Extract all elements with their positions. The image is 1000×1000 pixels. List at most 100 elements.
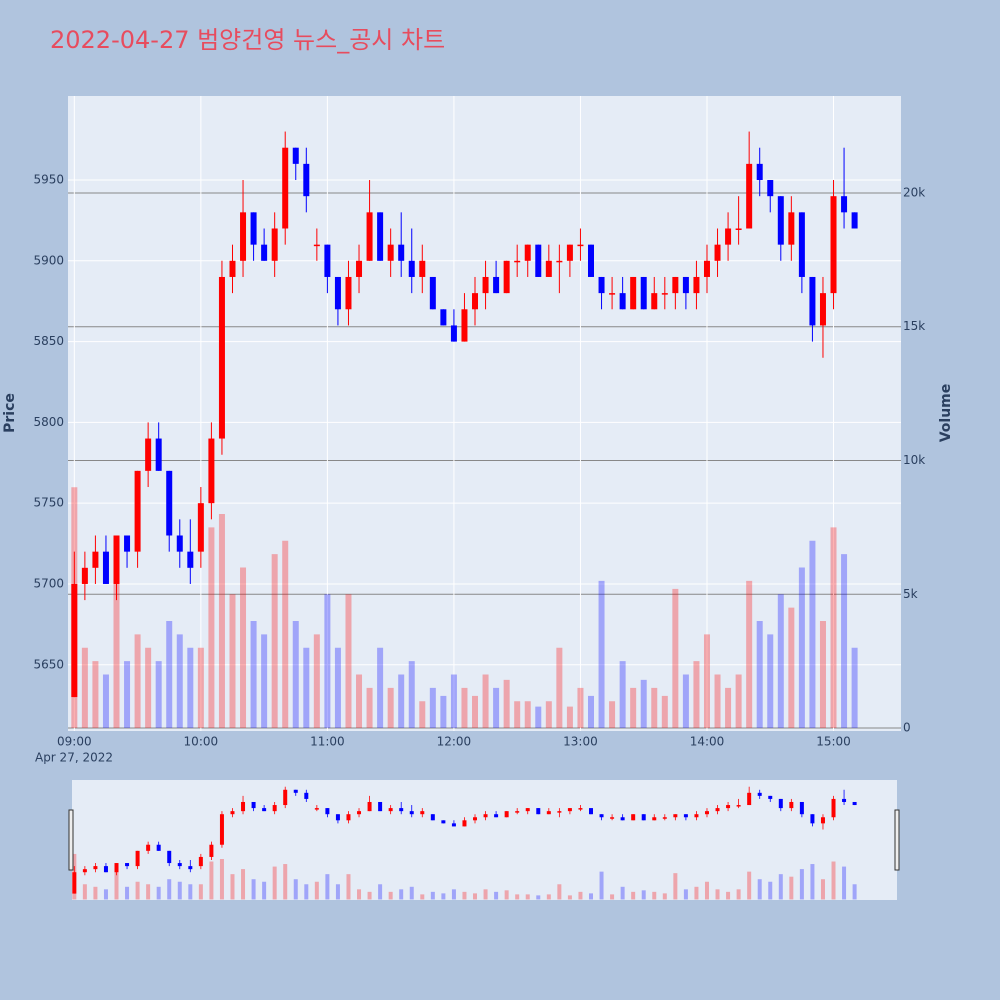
slider-volume-bar <box>610 894 615 900</box>
slider-candle-body <box>283 789 288 806</box>
slider-candle-body <box>114 863 119 873</box>
candle-body <box>682 276 689 294</box>
slider-volume-bar <box>842 866 847 900</box>
slider-volume-bar <box>156 886 161 900</box>
slider-volume-bar <box>378 884 383 900</box>
slider-volume-bar <box>357 889 362 900</box>
slider-candle-body <box>694 814 699 818</box>
slider-candle-body <box>683 814 688 818</box>
slider-volume-bar <box>114 871 119 900</box>
slider-volume-bar <box>673 873 678 900</box>
candle-body <box>324 244 331 277</box>
slider-candle-body <box>135 850 140 867</box>
slider-candle-body <box>599 814 604 818</box>
slider-volume-bar <box>683 889 688 900</box>
slider-candle-body <box>72 872 77 894</box>
slider-volume-bar <box>831 861 836 900</box>
slider-candle-body <box>515 811 520 813</box>
slider-candle-body <box>209 844 214 857</box>
slider-volume-bar <box>209 861 214 900</box>
volume-bar <box>271 554 278 729</box>
candle-body <box>166 470 173 536</box>
slider-candle-body <box>388 808 393 812</box>
volume-bar <box>503 679 510 729</box>
candle-body <box>493 276 500 294</box>
slider-volume-bar <box>219 858 224 900</box>
slider-candle-body <box>335 814 340 821</box>
slider-volume-bar <box>536 895 541 900</box>
x-tick-label: 12:00 <box>437 735 472 749</box>
volume-bar <box>345 594 352 729</box>
chart-title: 2022-04-27 범양건영 뉴스_공시 차트 <box>50 26 445 54</box>
slider-volume-bar <box>726 891 731 900</box>
slider-volume-bar <box>515 894 520 900</box>
candle-body <box>124 535 131 552</box>
slider-volume-bar <box>314 881 319 900</box>
range-slider[interactable] <box>72 780 897 900</box>
volume-bar <box>841 554 848 729</box>
slider-volume-bar <box>241 869 246 900</box>
candle-body <box>482 276 489 294</box>
slider-volume-bar <box>283 864 288 900</box>
candle-body <box>735 228 742 230</box>
volume-bar <box>798 567 805 729</box>
x-date-label: Apr 27, 2022 <box>35 751 113 765</box>
slider-handle[interactable] <box>894 809 900 871</box>
volume-bar <box>725 687 732 729</box>
volume-bar <box>767 634 774 729</box>
candle-body <box>387 244 394 261</box>
y2-tick-label: 0 <box>903 721 911 735</box>
volume-bar <box>735 674 742 729</box>
candle-body <box>788 212 795 245</box>
candle-body <box>841 196 848 213</box>
y-axis-title: Price <box>2 393 18 433</box>
candle-body <box>282 147 289 229</box>
volume-bar <box>197 647 204 729</box>
candle-body <box>440 309 447 326</box>
slider-candle-body <box>557 811 562 813</box>
candle-body <box>345 276 352 310</box>
slider-candle-body <box>768 795 773 799</box>
volume-bar <box>672 588 679 729</box>
volume-bar <box>176 634 183 729</box>
volume-bar <box>630 687 637 729</box>
y-tick-label: 5850 <box>33 334 64 348</box>
slider-candle-body <box>378 801 383 812</box>
slider-volume-bar <box>473 893 478 900</box>
volume-bar <box>313 634 320 729</box>
volume-bar <box>609 701 616 729</box>
volume-bar <box>208 527 215 729</box>
volume-bar <box>145 647 152 729</box>
candle-body <box>545 260 552 277</box>
slider-candle-body <box>631 814 636 821</box>
candle-body <box>334 276 341 310</box>
slider-volume-bar <box>852 884 857 900</box>
slider-candle-body <box>230 811 235 815</box>
volume-bar <box>577 687 584 729</box>
slider-candle-body <box>198 856 203 867</box>
slider-candle-body <box>747 792 752 806</box>
slider-candle-body <box>156 844 161 851</box>
candle-body <box>408 260 415 277</box>
volume-bar <box>472 695 479 729</box>
slider-candle-body <box>852 801 857 806</box>
slider-volume-bar <box>799 869 804 900</box>
candle-body <box>609 293 616 295</box>
candle-body <box>703 260 710 277</box>
volume-bar <box>830 527 837 729</box>
volume-bar <box>640 679 647 729</box>
volume-bar <box>81 647 88 729</box>
volume-bar <box>461 687 468 729</box>
x-tick-label: 10:00 <box>184 735 219 749</box>
slider-volume-bar <box>272 866 277 900</box>
slider-handle[interactable] <box>68 809 74 871</box>
slider-volume-bar <box>820 879 825 900</box>
slider-volume-bar <box>525 894 530 900</box>
slider-candle-body <box>820 817 825 824</box>
candle-body <box>809 276 816 326</box>
y2-tick-label: 10k <box>903 453 925 467</box>
slider-candle-body <box>346 814 351 821</box>
slider-candle-body <box>462 820 467 827</box>
volume-bar <box>155 661 162 729</box>
slider-volume-bar <box>125 886 130 900</box>
